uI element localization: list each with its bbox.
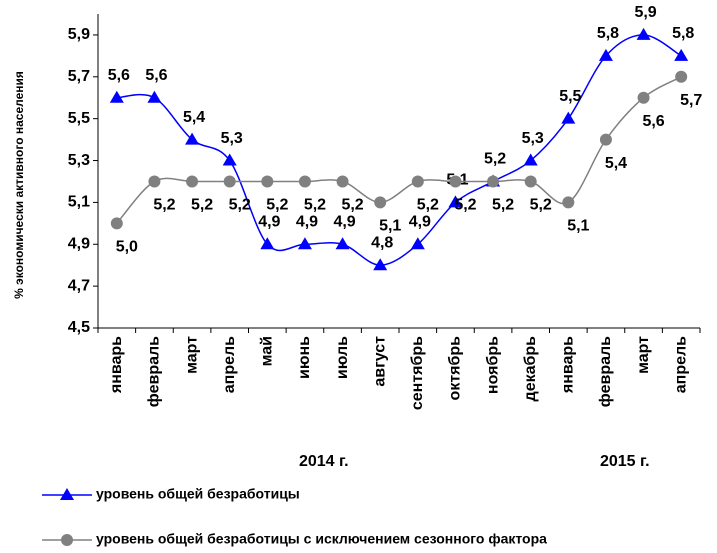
series-line: [116, 76, 682, 224]
data-label: 5,4: [183, 109, 205, 126]
data-point: [223, 175, 236, 188]
y-tick-label: 4,9: [68, 235, 90, 252]
data-label: 5,2: [191, 197, 213, 214]
data-label: 5,2: [454, 197, 476, 214]
data-point: [561, 111, 576, 124]
data-point: [636, 27, 651, 40]
data-label: 5,2: [341, 197, 363, 214]
x-tick-label: февраль: [146, 336, 163, 407]
data-point: [448, 195, 463, 208]
data-label: 5,6: [642, 113, 664, 130]
legend-label: уровень общей безработицы: [96, 486, 300, 502]
y-axis-label: % экономически активного населения: [12, 71, 26, 299]
x-tick-label: ноябрь: [484, 336, 501, 394]
x-tick-label: июнь: [296, 336, 313, 379]
data-label: 5,4: [605, 155, 627, 172]
x-tick-label: март: [635, 336, 652, 374]
data-point: [336, 175, 349, 188]
data-point: [298, 175, 311, 188]
data-point: [410, 237, 425, 250]
group-label: 2014 г.: [299, 453, 349, 470]
data-label: 4,9: [333, 213, 355, 230]
data-point: [487, 175, 500, 188]
data-label: 5,3: [522, 130, 544, 147]
data-label: 5,2: [304, 197, 326, 214]
data-label: 5,1: [379, 218, 401, 235]
data-label: 5,9: [634, 4, 656, 21]
data-label: 5,2: [153, 197, 175, 214]
data-point: [523, 153, 538, 166]
data-label: 5,8: [672, 25, 694, 42]
group-label: 2015 г.: [600, 453, 650, 470]
data-point: [110, 217, 123, 230]
data-point: [261, 175, 274, 188]
legend-marker: [61, 534, 73, 546]
data-label: 5,2: [229, 197, 251, 214]
x-tick-label: апрель: [672, 336, 689, 393]
data-point: [674, 48, 689, 61]
data-label: 5,3: [221, 130, 243, 147]
y-tick-label: 5,1: [68, 194, 90, 211]
data-point: [562, 196, 575, 209]
data-point: [147, 90, 162, 103]
data-point: [185, 132, 200, 145]
data-point: [411, 175, 424, 188]
x-tick-label: июль: [334, 336, 351, 379]
x-tick-label: март: [183, 336, 200, 374]
y-tick-label: 5,3: [68, 152, 90, 169]
x-tick-label: январь: [560, 336, 577, 394]
data-label: 5,2: [417, 197, 439, 214]
data-label: 5,2: [484, 151, 506, 168]
y-tick-label: 4,5: [68, 319, 90, 336]
y-tick-label: 4,7: [68, 277, 90, 294]
data-label: 5,2: [530, 197, 552, 214]
legend-marker: [60, 488, 74, 500]
data-label: 5,8: [597, 25, 619, 42]
data-label: 5,6: [108, 67, 130, 84]
data-point: [373, 258, 388, 271]
x-tick-label: февраль: [597, 336, 614, 407]
x-tick-label: октябрь: [447, 336, 464, 401]
data-label: 4,8: [371, 234, 393, 251]
y-tick-label: 5,7: [68, 68, 90, 85]
data-label: 5,2: [492, 197, 514, 214]
data-label: 4,9: [258, 213, 280, 230]
data-point: [524, 175, 537, 188]
x-tick-label: август: [371, 336, 388, 387]
data-point: [186, 175, 199, 188]
data-label: 5,7: [680, 92, 702, 109]
data-label: 4,9: [409, 213, 431, 230]
data-point: [637, 91, 650, 104]
x-tick-label: апрель: [221, 336, 238, 393]
data-label: 4,9: [296, 213, 318, 230]
y-tick-label: 5,9: [68, 26, 90, 43]
data-label: 5,5: [559, 88, 581, 105]
data-point: [222, 153, 237, 166]
x-tick-label: декабрь: [522, 336, 539, 402]
data-point: [335, 237, 350, 250]
data-point: [374, 196, 387, 209]
data-point: [148, 175, 161, 188]
data-label: 5,2: [266, 197, 288, 214]
data-point: [260, 237, 275, 250]
data-point: [598, 48, 613, 61]
y-tick-label: 5,5: [68, 110, 90, 127]
data-point: [109, 90, 124, 103]
x-tick-label: январь: [108, 336, 125, 394]
data-point: [449, 175, 462, 188]
data-label: 5,6: [145, 67, 167, 84]
data-point: [297, 237, 312, 250]
data-point: [599, 133, 612, 146]
x-tick-label: май: [259, 336, 276, 366]
legend-label: уровень общей безработицы с исключением …: [96, 531, 547, 547]
data-label: 5,0: [116, 239, 138, 256]
data-label: 5,1: [567, 218, 589, 235]
x-tick-label: сентябрь: [409, 336, 426, 410]
data-point: [675, 70, 688, 83]
series-line: [116, 34, 682, 266]
